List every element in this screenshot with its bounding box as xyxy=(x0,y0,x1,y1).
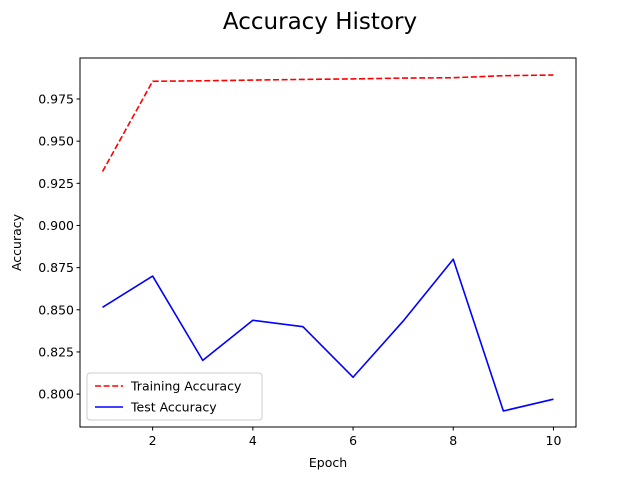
y-tick-label: 0.950 xyxy=(38,134,74,149)
x-tick-label: 4 xyxy=(249,433,257,448)
x-tick-label: 10 xyxy=(546,433,562,448)
x-tick-label: 2 xyxy=(149,433,157,448)
legend-box xyxy=(86,372,263,421)
x-tick-label: 8 xyxy=(449,433,457,448)
y-axis: 0.800 0.825 0.850 0.875 0.900 0.925 0.950 0.975 xyxy=(38,91,80,402)
y-tick-label: 0.925 xyxy=(38,176,74,191)
y-tick-label: 0.975 xyxy=(38,91,74,106)
y-tick-label: 0.875 xyxy=(38,260,74,275)
y-tick-label: 0.800 xyxy=(38,387,74,402)
plot-area xyxy=(101,74,554,412)
x-tick-label: 6 xyxy=(349,433,357,448)
x-axis: 2 4 6 8 10 xyxy=(149,427,562,448)
legend-label: Training Accuracy xyxy=(130,379,242,394)
axes-frame xyxy=(79,57,577,428)
training-accuracy-line xyxy=(101,74,554,172)
y-axis-label: Accuracy xyxy=(9,213,24,271)
y-tick-label: 0.825 xyxy=(38,344,74,359)
x-axis-label: Epoch xyxy=(309,455,347,470)
legend: Training Accuracy Test Accuracy xyxy=(86,372,263,421)
legend-label: Test Accuracy xyxy=(130,400,217,415)
chart-title: Accuracy History xyxy=(223,9,417,35)
y-tick-label: 0.850 xyxy=(38,302,74,317)
y-tick-label: 0.900 xyxy=(38,218,74,233)
test-accuracy-line xyxy=(102,258,554,412)
